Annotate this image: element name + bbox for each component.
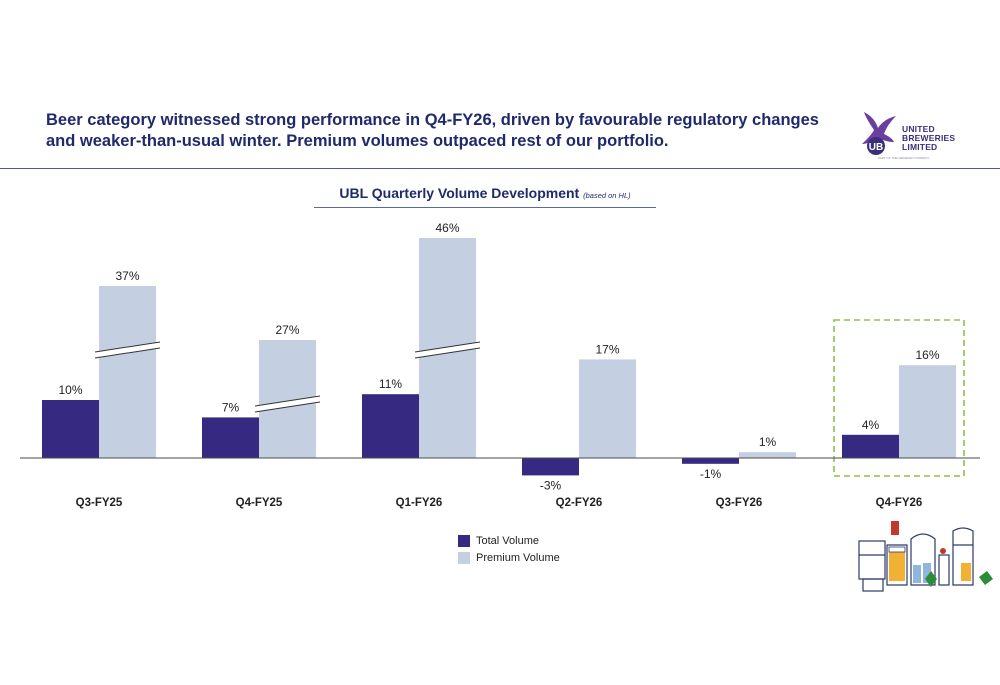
chart-title-text: UBL Quarterly Volume Development xyxy=(339,185,580,201)
headline: Beer category witnessed strong performan… xyxy=(46,111,819,150)
header-divider xyxy=(0,168,1000,169)
axis-break-line-top-q4-fy25 xyxy=(254,395,321,407)
volume-bar-chart: 10% 37% Q3-FY25 7% 27% Q4-FY25 11% 46% Q1-FY26 -3… xyxy=(20,221,980,509)
legend-swatch-premium xyxy=(458,552,470,564)
legend-swatch-total xyxy=(458,535,470,547)
brewery-illustration xyxy=(858,521,993,592)
premium-label-q3-fy25: 37% xyxy=(115,269,139,283)
category-label-q2-fy26: Q2-FY26 xyxy=(556,497,603,509)
axis-break-line-bottom-q4-fy25 xyxy=(254,401,321,413)
legend-item-total: Total Volume xyxy=(458,533,560,549)
premium-bar-q2-fy26 xyxy=(579,359,636,458)
logo-line-2: BREWERIES xyxy=(902,133,956,143)
premium-label-q4-fy25: 27% xyxy=(275,323,299,337)
total-bar-q3-fy26 xyxy=(682,458,739,464)
legend-label-premium: Premium Volume xyxy=(476,552,560,564)
axis-break-line-top-q3-fy25 xyxy=(94,341,161,353)
premium-label-q3-fy26: 1% xyxy=(759,435,777,449)
legend-label-total: Total Volume xyxy=(476,535,539,547)
total-bar-q3-fy25 xyxy=(42,400,99,458)
axis-break-line-bottom-q1-fy26 xyxy=(414,347,481,359)
category-label-q4-fy25: Q4-FY25 xyxy=(236,497,283,509)
category-label-q4-fy26: Q4-FY26 xyxy=(876,497,923,509)
logo-line-3: LIMITED xyxy=(902,142,938,152)
axis-break-gap-q3-fy25 xyxy=(95,342,160,358)
total-label-q2-fy26: -3% xyxy=(540,478,562,492)
legend-item-premium: Premium Volume xyxy=(458,550,560,566)
premium-bar-q4-fy26 xyxy=(899,365,956,458)
total-bar-q2-fy26 xyxy=(522,458,579,476)
pegasus-logo-icon: UB xyxy=(862,112,896,155)
category-label-q3-fy26: Q3-FY26 xyxy=(716,497,763,509)
axis-break-line-bottom-q3-fy25 xyxy=(94,347,161,359)
category-label-q1-fy26: Q1-FY26 xyxy=(396,497,443,509)
logo-line-1: UNITED xyxy=(902,124,935,134)
logo-tagline: PART OF THE HEINEKEN COMPANY xyxy=(878,156,930,160)
premium-label-q4-fy26: 16% xyxy=(915,348,939,362)
total-bar-q4-fy25 xyxy=(202,417,259,458)
chart-legend: Total Volume Premium Volume xyxy=(458,533,560,567)
axis-break-gap-q1-fy26 xyxy=(415,342,480,358)
total-label-q4-fy25: 7% xyxy=(222,400,240,414)
total-label-q3-fy26: -1% xyxy=(700,467,722,481)
chart-subtitle: (based on HL) xyxy=(583,191,631,200)
total-label-q1-fy26: 11% xyxy=(379,377,402,391)
total-bar-q4-fy26 xyxy=(842,434,899,458)
axis-break-gap-q4-fy25 xyxy=(255,396,320,412)
premium-bar-q3-fy25 xyxy=(99,286,156,458)
united-breweries-logo: UB UNITED BREWERIES LIMITED PART OF THE … xyxy=(858,108,998,164)
total-label-q3-fy25: 10% xyxy=(58,383,82,397)
chart-title-underline xyxy=(314,207,656,208)
premium-label-q2-fy26: 17% xyxy=(595,342,619,356)
category-label-q3-fy25: Q3-FY25 xyxy=(76,497,123,509)
total-label-q4-fy26: 4% xyxy=(862,418,880,432)
total-bar-q1-fy26 xyxy=(362,394,419,458)
premium-label-q1-fy26: 46% xyxy=(435,221,459,235)
svg-text:UB: UB xyxy=(869,142,883,153)
highlight-box xyxy=(833,319,965,477)
axis-break-line-top-q1-fy26 xyxy=(414,341,481,353)
premium-bar-q3-fy26 xyxy=(739,452,796,458)
chart-title: UBL Quarterly Volume Development (based … xyxy=(314,185,656,201)
